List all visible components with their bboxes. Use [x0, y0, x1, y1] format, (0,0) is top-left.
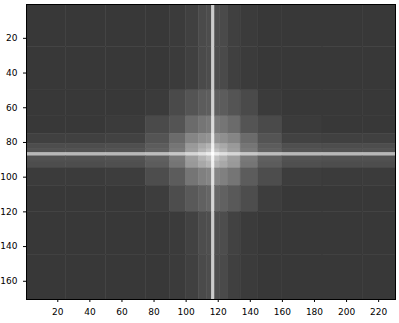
svg-text:60: 60 — [6, 103, 18, 113]
svg-text:200: 200 — [338, 307, 355, 317]
svg-text:40: 40 — [6, 68, 18, 78]
svg-text:120: 120 — [210, 307, 227, 317]
svg-text:220: 220 — [370, 307, 387, 317]
svg-text:20: 20 — [52, 307, 64, 317]
svg-text:60: 60 — [116, 307, 128, 317]
svg-text:160: 160 — [274, 307, 291, 317]
svg-text:120: 120 — [0, 207, 17, 217]
svg-text:80: 80 — [6, 137, 18, 147]
svg-text:20: 20 — [6, 33, 18, 43]
svg-text:100: 100 — [0, 172, 17, 182]
svg-text:160: 160 — [0, 276, 17, 286]
svg-text:140: 140 — [242, 307, 259, 317]
svg-text:180: 180 — [306, 307, 323, 317]
svg-text:140: 140 — [0, 241, 17, 251]
svg-text:40: 40 — [84, 307, 96, 317]
svg-text:100: 100 — [178, 307, 195, 317]
svg-text:80: 80 — [148, 307, 160, 317]
